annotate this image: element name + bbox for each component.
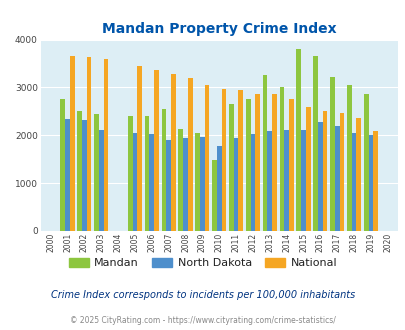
Bar [317,122,322,231]
Bar [178,129,183,231]
Legend: Mandan, North Dakota, National: Mandan, North Dakota, National [64,253,341,273]
Bar [154,70,158,231]
Bar [271,94,276,231]
Bar [195,133,200,231]
Bar [171,74,175,231]
Bar [262,76,267,231]
Bar [188,78,192,231]
Bar [228,104,233,231]
Bar [313,56,317,231]
Text: Crime Index corresponds to incidents per 100,000 inhabitants: Crime Index corresponds to incidents per… [51,290,354,300]
Bar [132,133,137,231]
Bar [322,112,326,231]
Bar [145,116,149,231]
Bar [279,87,283,231]
Bar [356,118,360,231]
Bar [149,134,154,231]
Bar [77,112,82,231]
Bar [339,113,343,231]
Bar [296,49,301,231]
Bar [233,138,238,231]
Bar [128,116,132,231]
Bar [161,109,166,231]
Bar [245,99,250,231]
Bar [267,131,271,231]
Bar [65,119,70,231]
Bar [60,99,65,231]
Text: © 2025 CityRating.com - https://www.cityrating.com/crime-statistics/: © 2025 CityRating.com - https://www.city… [70,315,335,325]
Bar [329,78,334,231]
Bar [255,94,259,231]
Bar [166,140,171,231]
Bar [368,135,372,231]
Bar [137,66,142,231]
Bar [87,57,91,231]
Bar [221,89,226,231]
Bar [250,134,255,231]
Bar [204,85,209,231]
Bar [305,107,310,231]
Title: Mandan Property Crime Index: Mandan Property Crime Index [102,22,336,36]
Bar [301,130,305,231]
Bar [200,137,204,231]
Bar [216,146,221,231]
Bar [346,85,351,231]
Bar [288,99,293,231]
Bar [351,133,356,231]
Bar [70,56,75,231]
Bar [99,130,103,231]
Bar [103,59,108,231]
Bar [334,126,339,231]
Bar [94,114,99,231]
Bar [372,130,377,231]
Bar [284,130,288,231]
Bar [238,90,243,231]
Bar [183,138,188,231]
Bar [212,160,216,231]
Bar [363,94,368,231]
Bar [82,120,87,231]
